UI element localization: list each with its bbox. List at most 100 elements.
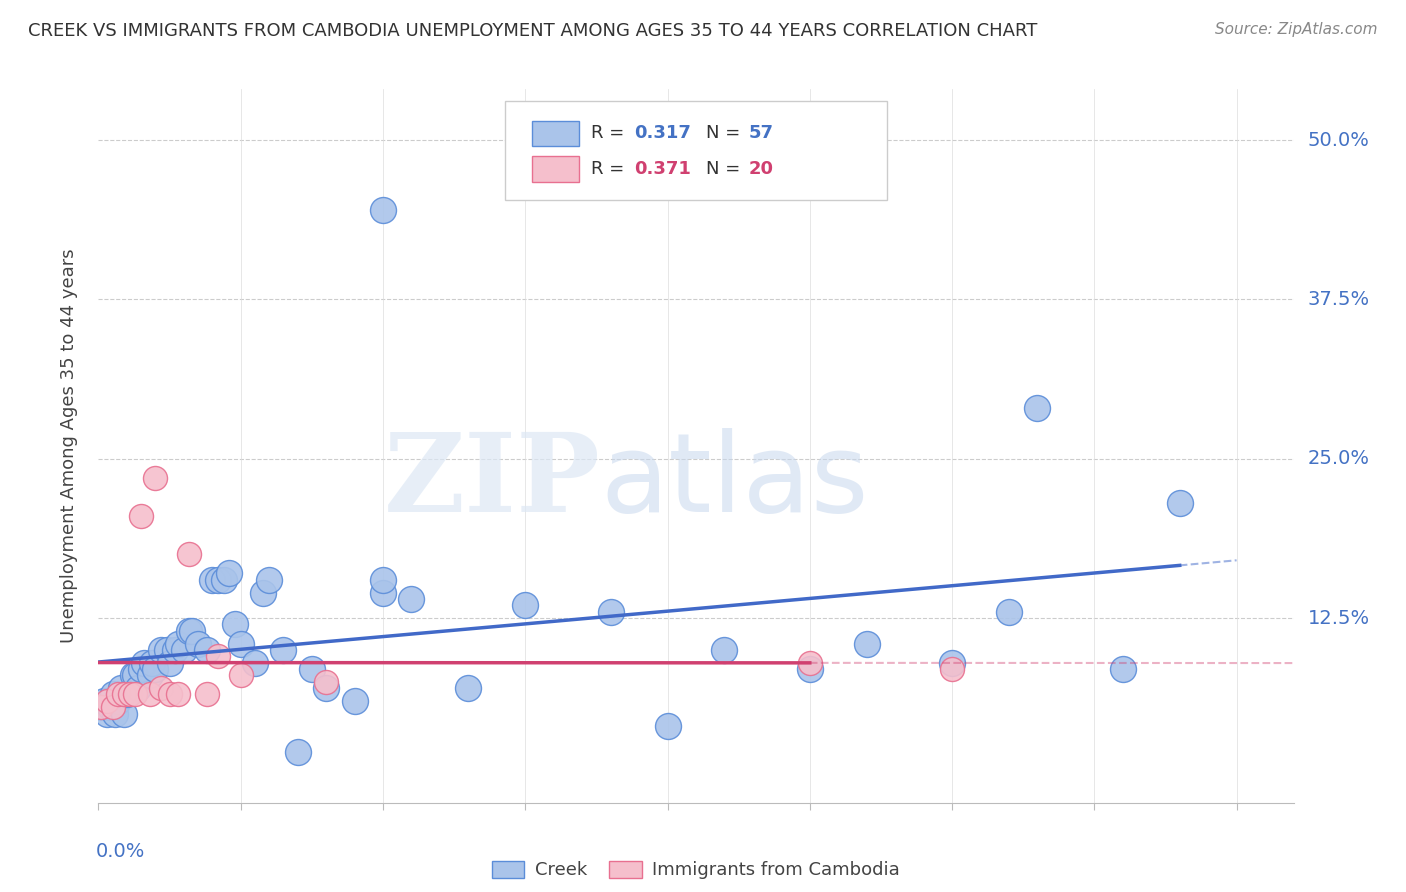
Point — [457, 681, 479, 695]
Point — [998, 605, 1021, 619]
Text: 50.0%: 50.0% — [1308, 130, 1369, 150]
Point — [159, 688, 181, 702]
Point — [401, 591, 423, 606]
Text: 0.317: 0.317 — [634, 125, 690, 143]
Point — [96, 706, 118, 721]
Point — [179, 624, 201, 638]
Text: 20: 20 — [748, 161, 773, 178]
Point — [1112, 662, 1135, 676]
Text: 25.0%: 25.0% — [1308, 450, 1369, 468]
Point — [1168, 496, 1191, 510]
Point — [104, 706, 127, 721]
Point — [343, 694, 366, 708]
Point — [229, 668, 252, 682]
Point — [515, 599, 537, 613]
Point — [181, 624, 204, 638]
Point — [173, 643, 195, 657]
Point — [129, 662, 152, 676]
Point — [90, 700, 112, 714]
Text: N =: N = — [706, 125, 745, 143]
Point — [207, 649, 229, 664]
Point — [129, 509, 152, 524]
Point — [141, 656, 163, 670]
Point — [124, 668, 146, 682]
Y-axis label: Unemployment Among Ages 35 to 44 years: Unemployment Among Ages 35 to 44 years — [59, 249, 77, 643]
Point — [371, 203, 394, 218]
Point — [138, 688, 160, 702]
Point — [287, 745, 309, 759]
Text: 12.5%: 12.5% — [1308, 608, 1369, 628]
Legend: Creek, Immigrants from Cambodia: Creek, Immigrants from Cambodia — [485, 854, 907, 887]
Point — [187, 636, 209, 650]
Text: 0.0%: 0.0% — [96, 842, 145, 861]
Point — [93, 694, 115, 708]
Point — [132, 656, 155, 670]
Point — [599, 605, 621, 619]
Point — [218, 566, 240, 581]
Point — [371, 585, 394, 599]
Point — [110, 681, 132, 695]
Text: Source: ZipAtlas.com: Source: ZipAtlas.com — [1215, 22, 1378, 37]
Point — [855, 636, 877, 650]
Point — [224, 617, 246, 632]
Text: atlas: atlas — [600, 428, 869, 535]
Text: 37.5%: 37.5% — [1308, 290, 1369, 309]
Point — [207, 573, 229, 587]
Point — [195, 643, 218, 657]
Point — [156, 643, 179, 657]
Point — [112, 706, 135, 721]
Point — [150, 681, 173, 695]
Text: 57: 57 — [748, 125, 773, 143]
Point — [143, 471, 166, 485]
Point — [179, 547, 201, 561]
Point — [201, 573, 224, 587]
Point — [657, 719, 679, 733]
Point — [98, 700, 121, 714]
Point — [112, 688, 135, 702]
Point — [159, 656, 181, 670]
Point — [243, 656, 266, 670]
Point — [799, 656, 821, 670]
Point — [138, 668, 160, 682]
Point — [167, 636, 190, 650]
Point — [941, 662, 963, 676]
Point — [315, 674, 337, 689]
Point — [107, 688, 129, 702]
Point — [127, 681, 149, 695]
Point — [713, 643, 735, 657]
Point — [257, 573, 280, 587]
Point — [121, 668, 143, 682]
Point — [301, 662, 323, 676]
FancyBboxPatch shape — [533, 120, 579, 146]
Text: R =: R = — [591, 161, 630, 178]
Point — [143, 662, 166, 676]
Point — [371, 573, 394, 587]
Text: 0.371: 0.371 — [634, 161, 690, 178]
Text: ZIP: ZIP — [384, 428, 600, 535]
Point — [96, 694, 118, 708]
Text: R =: R = — [591, 125, 630, 143]
Point — [273, 643, 295, 657]
Text: N =: N = — [706, 161, 745, 178]
Point — [150, 643, 173, 657]
Point — [212, 573, 235, 587]
Point — [101, 688, 124, 702]
Point — [799, 662, 821, 676]
Point — [165, 643, 187, 657]
Point — [941, 656, 963, 670]
Point — [124, 688, 146, 702]
Point — [1026, 401, 1049, 415]
Point — [118, 688, 141, 702]
Point — [252, 585, 274, 599]
FancyBboxPatch shape — [505, 102, 887, 200]
Point — [107, 694, 129, 708]
FancyBboxPatch shape — [533, 156, 579, 182]
Point — [90, 700, 112, 714]
Point — [315, 681, 337, 695]
Text: CREEK VS IMMIGRANTS FROM CAMBODIA UNEMPLOYMENT AMONG AGES 35 TO 44 YEARS CORRELA: CREEK VS IMMIGRANTS FROM CAMBODIA UNEMPL… — [28, 22, 1038, 40]
Point — [167, 688, 190, 702]
Point — [229, 636, 252, 650]
Point — [115, 688, 138, 702]
Point — [195, 688, 218, 702]
Point — [101, 700, 124, 714]
